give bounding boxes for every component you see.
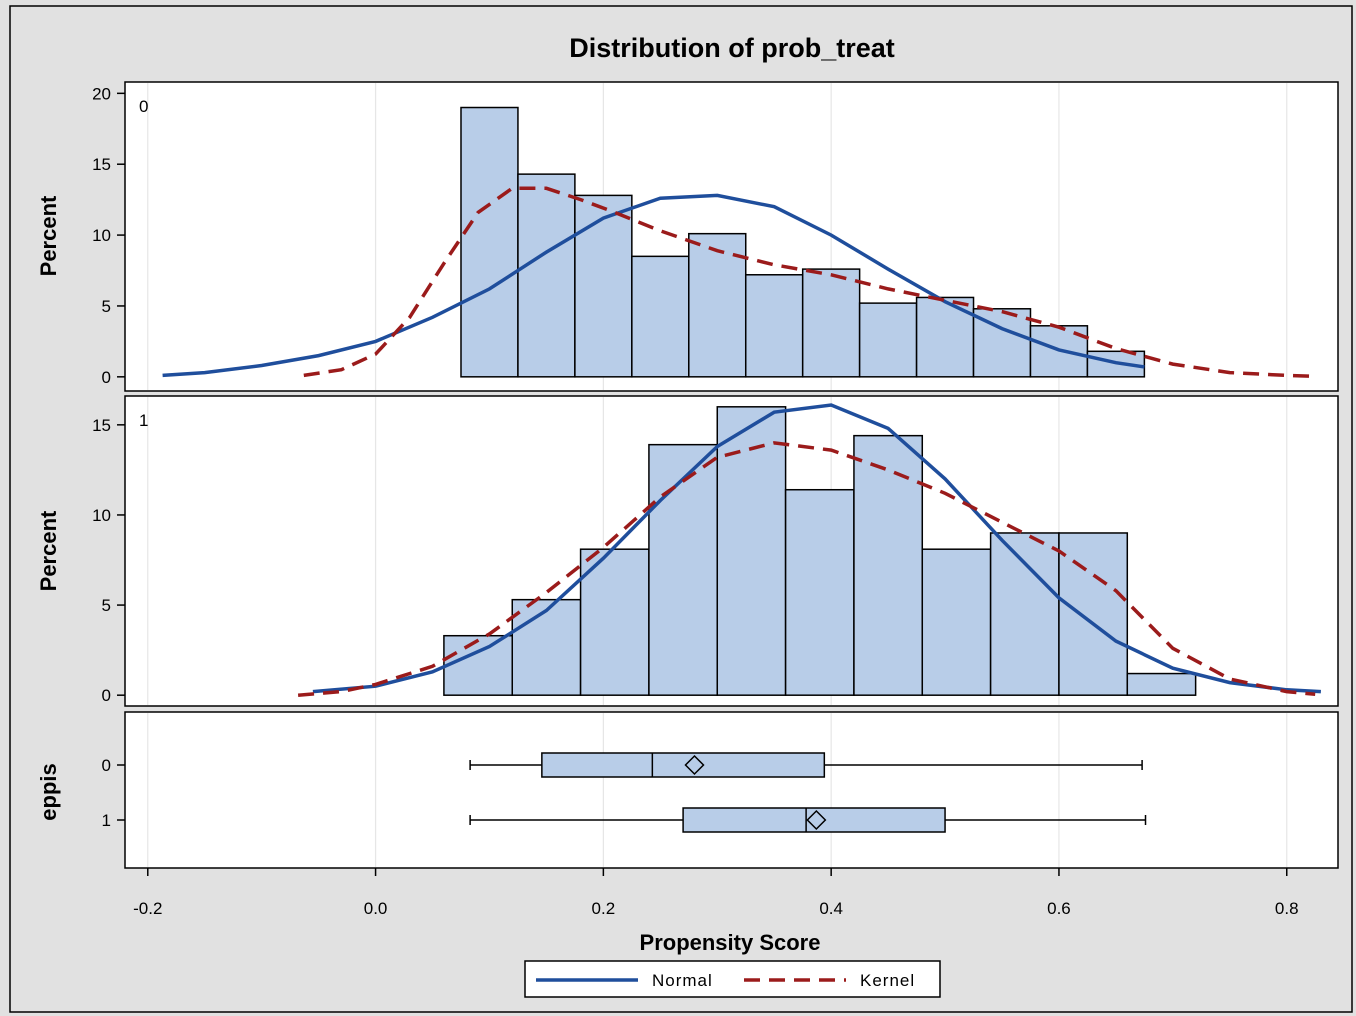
panel-1-bar-8 [989,532,1060,696]
panel-0-bar-3 [631,255,690,378]
box-0-mean-marker [684,754,705,776]
panel-0-normal-curve [162,193,1145,378]
panel-1-bar-0 [443,634,513,696]
panel-1-ytick-label-3: 15 [92,416,111,435]
x-axis-label: Propensity Score [640,930,821,955]
panel-1-bar-9 [1058,532,1129,696]
figure-border [9,5,1353,1013]
panel-1-bar-10 [1126,672,1197,696]
panel-1-bar-5 [784,488,855,696]
box-ytick-label-0: 0 [102,756,111,775]
panel-1-ytick-label-2: 10 [92,506,111,525]
panel-1-kernel-curve [297,441,1316,697]
box-1-iqr [682,807,946,833]
panel-1-ytick-label-0: 0 [102,686,111,705]
boxplot-frame [124,711,1339,869]
xtick-label-4: 0.6 [1047,899,1071,918]
panel-0-yticks: 0 5 10 15 20 [92,84,125,387]
panel-1-bar-6 [853,434,924,696]
boxplot-yticks: 01 [102,756,125,830]
legend: Normal Kernel [524,960,941,998]
xtick-label-2: 0.2 [592,899,616,918]
panel-0-ytick-label-4: 20 [92,84,111,103]
legend-kernel-label: Kernel [860,971,915,990]
panel-0-bar-6 [801,268,861,378]
legend-normal-label: Normal [652,971,713,990]
xtick-label-3: 0.4 [819,899,843,918]
panel-0-ytick-label-2: 10 [92,226,111,245]
panel-1-yticks: 0 5 10 15 [92,416,125,705]
panel-1-label: 1 [139,411,148,430]
panel-0-bar-2 [574,194,633,378]
panel-0-ytick-label-1: 5 [102,297,111,316]
panel-0-kernel-curve [303,186,1310,378]
xtick-label-5: 0.8 [1275,899,1299,918]
panel-0-ylabel: Percent [36,195,61,276]
panel-1-bar-3 [648,443,719,696]
panel-1-bar-7 [921,548,992,696]
panel-1: 1 0 5 10 15 Percent [36,395,1339,707]
panel-1-ytick-label-1: 5 [102,596,111,615]
box-1-mean-marker [806,809,827,831]
boxplot-boxes [469,752,1147,833]
panel-1-bars [443,406,1197,696]
boxplot-panel: 01 eppis [36,711,1339,869]
panel-0-ytick-label-3: 15 [92,155,111,174]
panel-0-ytick-label-0: 0 [102,368,111,387]
panel-0-label: 0 [139,97,148,116]
xtick-label-1: 0.0 [364,899,388,918]
chart-title: Distribution of prob_treat [569,33,895,63]
panel-0: 0 0 5 10 15 20 Percent [36,81,1339,392]
boxplot-grid [147,713,1288,867]
panel-0-bar-4 [688,232,747,378]
boxplot-ylabel: eppis [36,763,61,820]
panel-0-bar-0 [460,106,519,378]
xtick-label-0: -0.2 [133,899,162,918]
x-axis: -0.2 0.0 0.2 0.4 0.6 0.8 [133,868,1299,918]
panel-1-ylabel: Percent [36,510,61,591]
panel-1-bar-1 [511,598,582,696]
panel-1-normal-curve [312,403,1321,694]
panel-0-bar-7 [858,302,918,378]
panel-0-bar-5 [744,274,804,378]
panel-1-bar-2 [579,548,650,696]
box-0-iqr [541,752,826,778]
box-ytick-label-1: 1 [102,811,111,830]
panel-0-bar-1 [517,173,576,378]
